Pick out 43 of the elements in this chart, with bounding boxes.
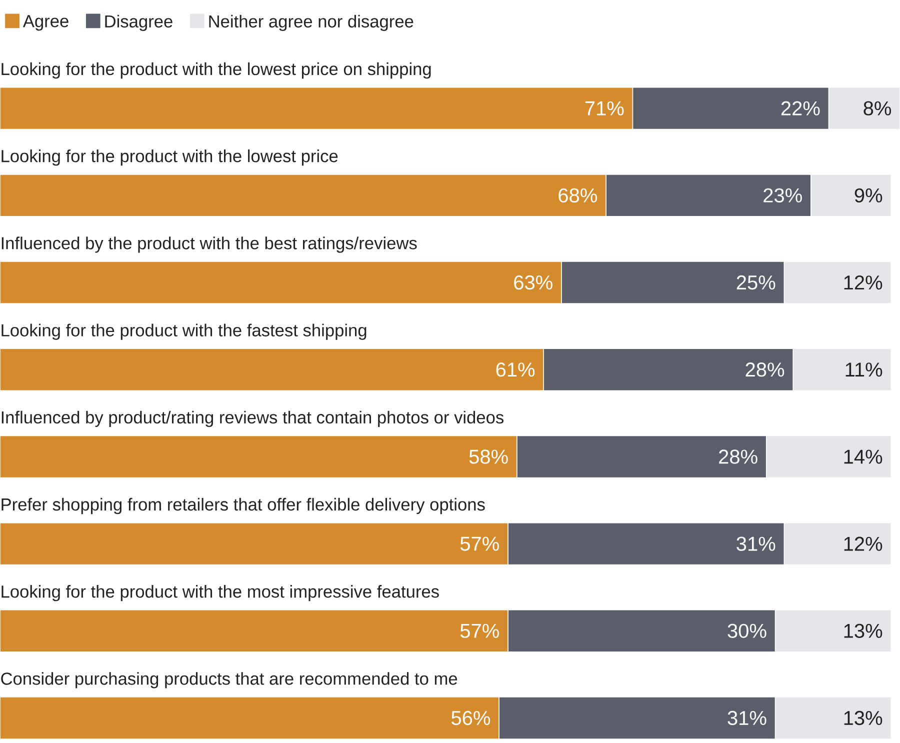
data-label: 28% bbox=[719, 450, 758, 464]
data-label: 25% bbox=[736, 275, 776, 290]
data-label: 68% bbox=[558, 188, 597, 202]
data-label: 11% bbox=[846, 362, 882, 377]
data-label: 8% bbox=[864, 101, 892, 116]
bar bbox=[828, 86, 900, 130]
bar bbox=[766, 435, 892, 478]
y-tick-label: Prefer shopping from retailers that offer flexible delivery options bbox=[2, 498, 485, 514]
y-tick-label: Influenced by the product with the best ratings/reviews bbox=[2, 236, 417, 253]
data-label: 56% bbox=[452, 710, 490, 726]
data-label: 14% bbox=[844, 450, 882, 464]
y-tick-label: Looking for the product with the lowest price on shipping bbox=[2, 62, 431, 79]
legend-label: Disagree bbox=[105, 14, 172, 31]
bar bbox=[774, 610, 892, 652]
data-label: 12% bbox=[844, 536, 882, 551]
data-label: 9% bbox=[854, 188, 882, 202]
data-label: 22% bbox=[781, 101, 820, 116]
data-label: 23% bbox=[764, 188, 802, 202]
data-label: 31% bbox=[736, 536, 776, 551]
bar bbox=[784, 522, 892, 566]
data-label: 31% bbox=[728, 710, 766, 726]
bar bbox=[774, 696, 892, 740]
data-label: 57% bbox=[460, 624, 499, 638]
data-label: 61% bbox=[496, 362, 535, 377]
bar bbox=[810, 174, 892, 217]
bar bbox=[792, 348, 892, 392]
bar bbox=[784, 261, 892, 304]
legend-label: Agree bbox=[22, 15, 68, 31]
y-tick-label: Looking for the product with the most impressive features bbox=[2, 585, 439, 602]
data-label: 12% bbox=[844, 275, 882, 290]
data-label: 28% bbox=[746, 362, 784, 377]
y-tick-label: Looking for the product with the fastest shipping bbox=[2, 324, 366, 340]
data-label: 13% bbox=[844, 710, 882, 726]
y-tick-label: Consider purchasing products that are recommended to me bbox=[1, 672, 458, 688]
legend-label: Neither agree nor disagree bbox=[209, 14, 414, 31]
y-tick-label: Looking for the product with the lowest price bbox=[2, 150, 338, 166]
y-tick-label: Influenced by product/rating reviews that contain photos or videos bbox=[2, 410, 504, 427]
data-label: 58% bbox=[469, 450, 508, 464]
data-label: 30% bbox=[728, 624, 766, 638]
data-label: 63% bbox=[514, 275, 552, 290]
data-label: 13% bbox=[844, 624, 882, 638]
data-label: 71% bbox=[585, 101, 624, 116]
data-label: 57% bbox=[460, 536, 499, 551]
